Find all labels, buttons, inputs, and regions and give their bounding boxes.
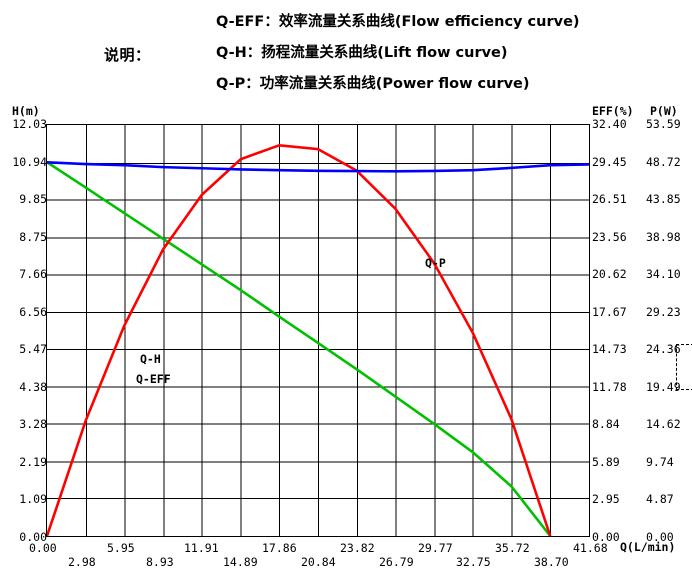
tick-eff-8: 8.84 bbox=[592, 417, 620, 431]
tick-eff-4: 20.62 bbox=[592, 267, 627, 281]
tick-p-3: 38.98 bbox=[646, 230, 681, 244]
axis-title-power: P(W) bbox=[650, 104, 678, 118]
curve-q-eff bbox=[47, 143, 552, 536]
plot-grid-and-curves bbox=[47, 125, 589, 536]
tick-eff-3: 23.56 bbox=[592, 230, 627, 244]
tick-eff-5: 17.67 bbox=[592, 305, 627, 319]
tick-eff-11: 0.00 bbox=[592, 530, 620, 544]
axis-title-bottom: Q(L/min) bbox=[620, 540, 676, 554]
tick-left-6: 5.47 bbox=[19, 342, 47, 356]
tick-eff-6: 14.73 bbox=[592, 342, 627, 356]
pump-performance-chart: H(m) EFF(%) P(W) Q(L/min) 12.03 10.94 9.85… bbox=[0, 100, 692, 578]
tick-left-2: 9.85 bbox=[19, 192, 47, 206]
legend-row-q-p: Q-P：功率流量关系曲线(Power flow curve) bbox=[216, 76, 530, 92]
focus-selection-rect[interactable] bbox=[676, 344, 692, 390]
curve-label-q-p: Q-P bbox=[425, 256, 446, 270]
tick-p-9: 9.74 bbox=[646, 455, 674, 469]
tick-x-2: 5.95 bbox=[107, 541, 135, 555]
tick-p-5: 29.23 bbox=[646, 305, 681, 319]
tick-x-10: 29.77 bbox=[418, 541, 453, 555]
curve-label-q-eff: Q-EFF bbox=[136, 372, 171, 386]
tick-x-6: 17.86 bbox=[262, 541, 297, 555]
tick-x-5: 14.89 bbox=[223, 555, 258, 569]
tick-eff-10: 2.95 bbox=[592, 492, 620, 506]
tick-left-4: 7.66 bbox=[19, 267, 47, 281]
tick-left-10: 1.09 bbox=[19, 492, 47, 506]
tick-x-14: 41.68 bbox=[573, 541, 608, 555]
tick-x-11: 32.75 bbox=[456, 555, 491, 569]
tick-eff-0: 32.40 bbox=[592, 117, 627, 131]
tick-x-0: 0.00 bbox=[29, 541, 57, 555]
legend-row-q-eff: Q-EFF：效率流量关系曲线(Flow efficiency curve) bbox=[216, 14, 580, 30]
tick-x-12: 35.72 bbox=[495, 541, 530, 555]
curve-q-h bbox=[47, 161, 552, 536]
curve-label-q-h: Q-H bbox=[140, 352, 161, 366]
tick-p-0: 53.59 bbox=[646, 117, 681, 131]
tick-p-11: 0.00 bbox=[646, 530, 674, 544]
tick-left-9: 2.19 bbox=[19, 455, 47, 469]
tick-p-7: 19.49 bbox=[646, 380, 681, 394]
tick-eff-1: 29.45 bbox=[592, 155, 627, 169]
axis-title-eff: EFF(%) bbox=[592, 104, 634, 118]
axis-title-left: H(m) bbox=[12, 104, 40, 118]
tick-p-10: 4.87 bbox=[646, 492, 674, 506]
tick-left-11: 0.00 bbox=[19, 530, 47, 544]
tick-eff-2: 26.51 bbox=[592, 192, 627, 206]
tick-left-7: 4.38 bbox=[19, 380, 47, 394]
tick-p-2: 43.85 bbox=[646, 192, 681, 206]
tick-left-5: 6.56 bbox=[19, 305, 47, 319]
legend-row-q-h: Q-H：扬程流量关系曲线(Lift flow curve) bbox=[216, 45, 508, 61]
tick-p-6: 24.36 bbox=[646, 342, 681, 356]
tick-left-1: 10.94 bbox=[12, 155, 47, 169]
tick-left-3: 8.75 bbox=[19, 230, 47, 244]
tick-left-8: 3.28 bbox=[19, 417, 47, 431]
tick-eff-7: 11.78 bbox=[592, 380, 627, 394]
tick-left-0: 12.03 bbox=[12, 117, 47, 131]
tick-x-7: 20.84 bbox=[301, 555, 336, 569]
plot-area bbox=[46, 124, 590, 537]
tick-x-4: 11.91 bbox=[184, 541, 219, 555]
tick-x-9: 26.79 bbox=[379, 555, 414, 569]
tick-p-4: 34.10 bbox=[646, 267, 681, 281]
tick-p-1: 48.72 bbox=[646, 155, 681, 169]
tick-x-13: 38.70 bbox=[534, 555, 569, 569]
tick-x-8: 23.82 bbox=[340, 541, 375, 555]
curve-q-p bbox=[47, 161, 589, 173]
legend-caption: 说明： bbox=[104, 46, 151, 64]
tick-x-3: 8.93 bbox=[146, 555, 174, 569]
tick-p-8: 14.62 bbox=[646, 417, 681, 431]
tick-x-1: 2.98 bbox=[68, 555, 96, 569]
tick-eff-9: 5.89 bbox=[592, 455, 620, 469]
legend-block: 说明： Q-EFF：效率流量关系曲线(Flow efficiency curve… bbox=[0, 0, 692, 100]
